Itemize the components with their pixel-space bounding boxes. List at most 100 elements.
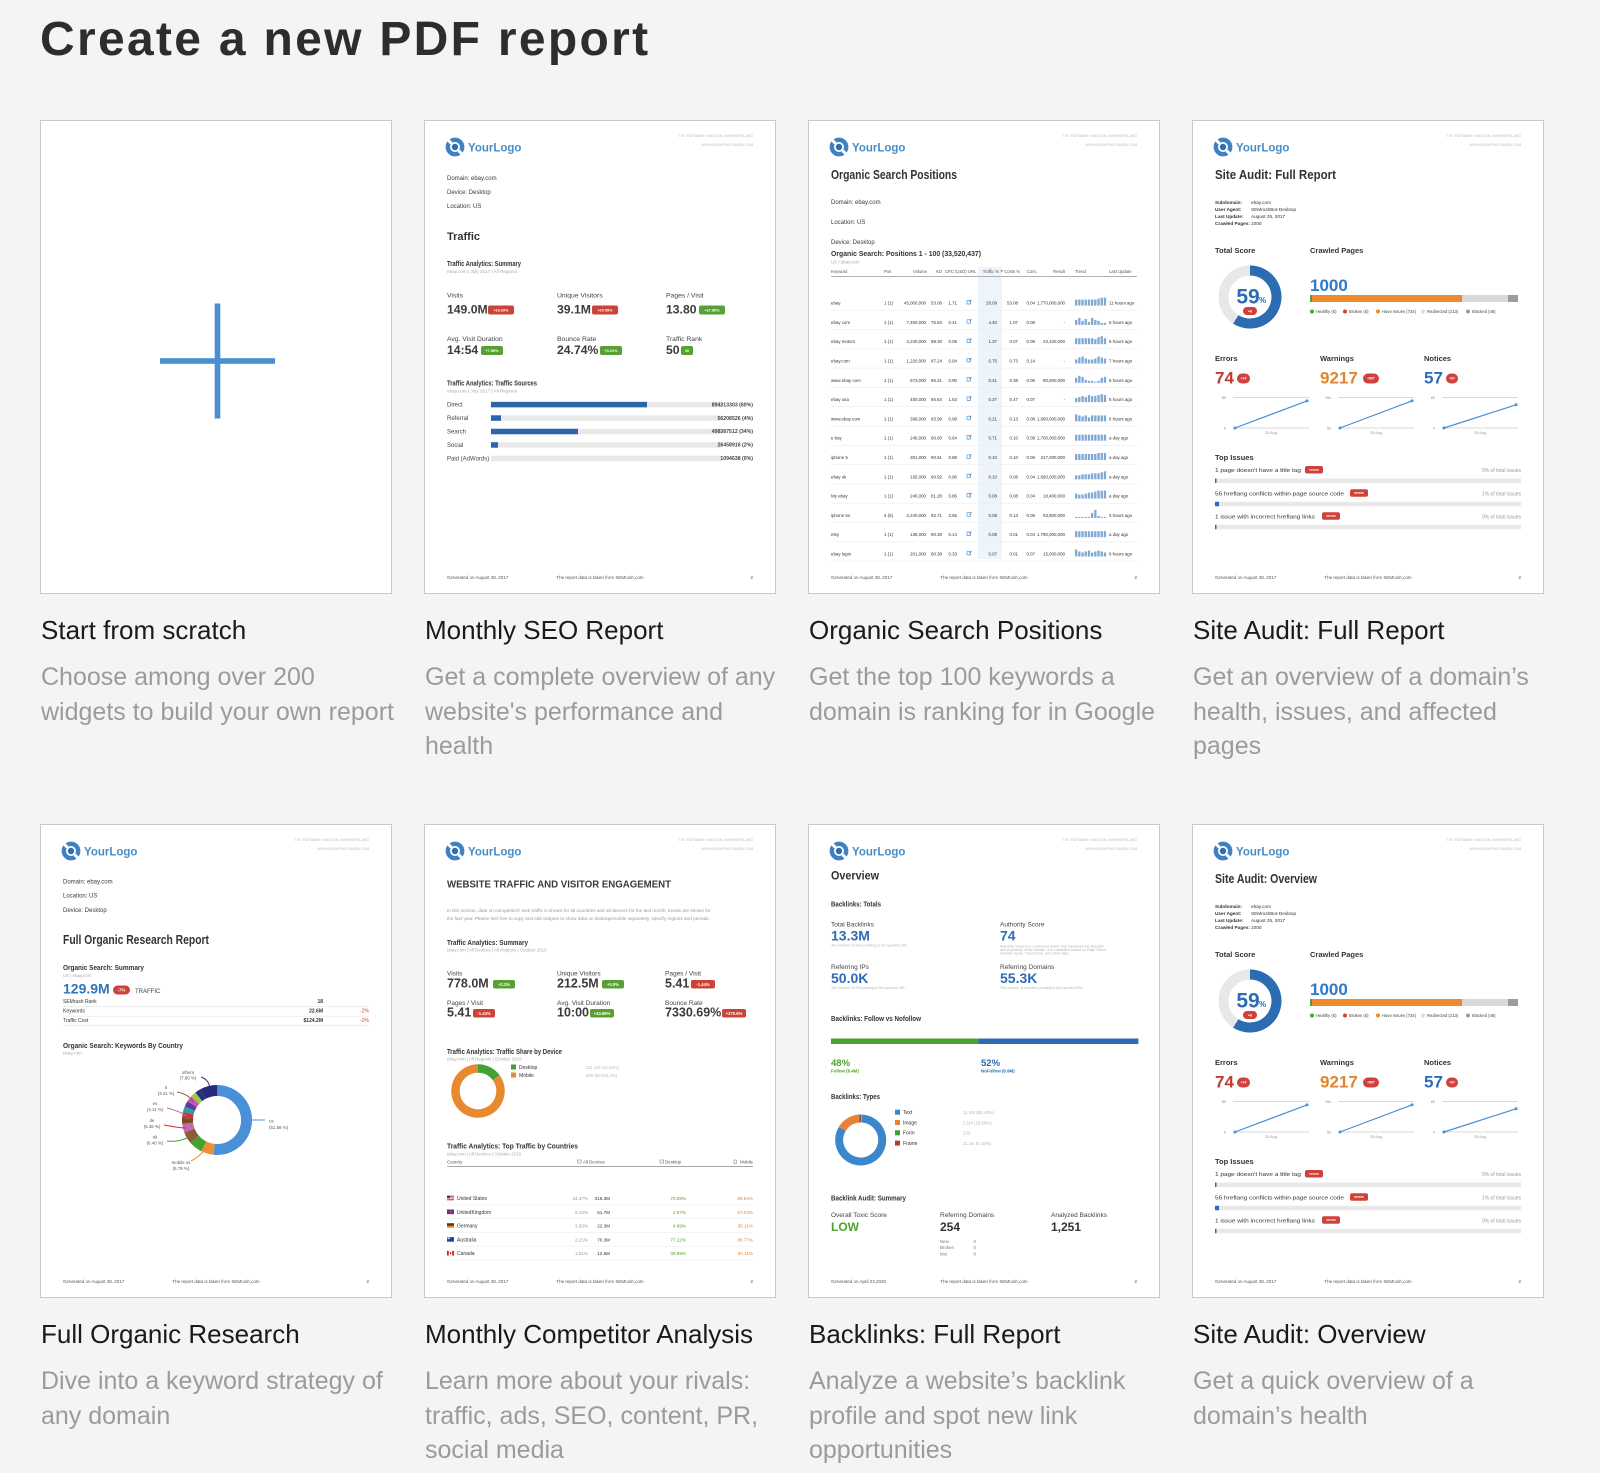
svg-text:+20.58%: +20.58%: [597, 308, 613, 312]
svg-text:errors: errors: [1326, 1218, 1335, 1222]
svg-text:0: 0: [974, 1251, 977, 1256]
svg-text:254: 254: [940, 1220, 960, 1234]
svg-text:Traffic Analytics: Traffic Sou: Traffic Analytics: Traffic Sources: [447, 381, 537, 388]
svg-text:Traffic Analytics: Traffic Sha: Traffic Analytics: Traffic Share by Devi…: [447, 1047, 562, 1056]
svg-text:Frame: Frame: [903, 1141, 918, 1147]
svg-text:0.01: 0.01: [1009, 552, 1018, 557]
svg-text:0% of total issues: 0% of total issues: [1482, 468, 1522, 474]
svg-text:0.07: 0.07: [1026, 397, 1035, 402]
svg-text:50: 50: [666, 343, 680, 357]
svg-text:2.97%: 2.97%: [673, 1210, 686, 1215]
svg-text:Traffic %: Traffic %: [983, 269, 1000, 274]
svg-text:New: New: [940, 1239, 950, 1244]
svg-text:13.80: 13.80: [666, 303, 697, 317]
svg-text:Australia: Australia: [457, 1237, 477, 1243]
svg-text:0.04: 0.04: [1026, 474, 1035, 479]
svg-text:0.14: 0.14: [1026, 359, 1035, 364]
svg-text:51.7M: 51.7M: [597, 1210, 610, 1215]
svg-text:WWW.EXAMPLEDOMAIN.COM: WWW.EXAMPLEDOMAIN.COM: [1469, 143, 1521, 147]
svg-text:Generated on August 28, 2017: Generated on August 28, 2017: [831, 575, 893, 580]
svg-text:0.41: 0.41: [948, 320, 957, 325]
svg-text:Healthy (6): Healthy (6): [1316, 309, 1337, 314]
svg-text:errors: errors: [1326, 514, 1335, 518]
svg-text:Text: Text: [903, 1110, 913, 1116]
svg-text:1 (1): 1 (1): [884, 378, 894, 383]
svg-text:0.10: 0.10: [1009, 436, 1018, 441]
svg-text:14:54: 14:54: [447, 343, 478, 357]
svg-text:25 Aug: 25 Aug: [1474, 1135, 1486, 1139]
svg-text:United States: United States: [457, 1196, 488, 1202]
svg-text:URL: URL: [968, 269, 977, 274]
svg-text:0.71: 0.71: [988, 436, 997, 441]
svg-text:0.13: 0.13: [1009, 416, 1018, 421]
svg-text:The number of links pointing t: The number of links pointing to the quer…: [831, 944, 908, 948]
svg-text:a day ago: a day ago: [1109, 474, 1129, 479]
svg-text:0.04: 0.04: [1026, 532, 1035, 537]
svg-text:+27.80%: +27.80%: [704, 308, 720, 312]
svg-text:+857: +857: [1367, 377, 1375, 381]
svg-text:18: 18: [317, 999, 323, 1005]
svg-text:80: 80: [1222, 1100, 1226, 1104]
svg-text:errors: errors: [1354, 1195, 1363, 1199]
svg-text:Subdomain:: Subdomain:: [1215, 200, 1243, 205]
svg-text:Have Issues (734): Have Issues (734): [1382, 1013, 1417, 1018]
svg-text:Total Score: Total Score: [1215, 950, 1255, 959]
svg-text:25 Aug: 25 Aug: [1265, 431, 1277, 435]
svg-text:0k: 0k: [1327, 1131, 1331, 1135]
svg-text:WWW.EXAMPLEDOMAIN.COM: WWW.EXAMPLEDOMAIN.COM: [1085, 847, 1137, 851]
svg-text:Location: US: Location: US: [831, 220, 865, 226]
svg-text:Warnings: Warnings: [1320, 354, 1354, 363]
svg-text:149.0M: 149.0M: [447, 303, 488, 317]
svg-text:90.92: 90.92: [931, 474, 943, 479]
svg-text:Mobile: Mobile: [519, 1073, 534, 1079]
svg-text:Generated on August 28, 2017: Generated on August 28, 2017: [1215, 1279, 1277, 1284]
svg-text:$124.2M: $124.2M: [304, 1018, 323, 1024]
svg-text:Search: Search: [447, 430, 466, 436]
svg-text:74: 74: [1215, 369, 1234, 388]
svg-text:Domain: ebay.com: Domain: ebay.com: [63, 879, 113, 885]
svg-text:0% of total issues: 0% of total issues: [1482, 1218, 1522, 1224]
svg-text:The report data is taken from: The report data is taken from SEMrush.co…: [172, 1279, 260, 1284]
svg-text:66.64: 66.64: [931, 397, 943, 402]
svg-text:11 hours ago: 11 hours ago: [1109, 301, 1135, 306]
svg-text:(5.36 %): (5.36 %): [144, 1124, 161, 1129]
svg-text:Organic Search: Keywords By Co: Organic Search: Keywords By Country: [63, 1041, 184, 1050]
svg-text:2: 2: [750, 1279, 753, 1284]
svg-text:www.ebay.com: www.ebay.com: [831, 416, 861, 421]
svg-text:0.08: 0.08: [988, 532, 997, 537]
svg-text:59: 59: [1236, 990, 1259, 1013]
svg-text:Volume: Volume: [913, 269, 928, 274]
svg-text:Traffic Rank: Traffic Rank: [666, 336, 703, 343]
svg-text:111.1M (12.24%): 111.1M (12.24%): [586, 1065, 620, 1070]
svg-text:4 (5): 4 (5): [884, 513, 894, 518]
svg-text:90.61: 90.61: [931, 455, 943, 460]
svg-text:ebay.com | July 2017 | All Reg: ebay.com | July 2017 | All Regions: [447, 388, 518, 393]
svg-text:0.01: 0.01: [1009, 532, 1018, 537]
svg-text:Overview: Overview: [831, 869, 880, 883]
svg-text:Visits: Visits: [447, 293, 464, 300]
svg-text:10:00: 10:00: [557, 1006, 589, 1020]
svg-text:(7.80 %): (7.80 %): [180, 1076, 197, 1081]
svg-text:errors: errors: [1309, 468, 1318, 472]
svg-text:0.14: 0.14: [948, 532, 957, 537]
svg-text:1 issue with incorrect hreflan: 1 issue with incorrect hreflang links: [1215, 1218, 1315, 1224]
svg-text:Notices: Notices: [1424, 354, 1451, 363]
svg-text:Backlinks: Follow vs Nofollow: Backlinks: Follow vs Nofollow: [831, 1016, 921, 1023]
svg-text:53.08: 53.08: [1007, 301, 1019, 306]
svg-text:Subdomain:: Subdomain:: [1215, 904, 1243, 909]
svg-text:Visits: Visits: [447, 971, 463, 978]
svg-text:Traffic: Traffic: [447, 231, 480, 243]
svg-text:a day ago: a day ago: [1109, 532, 1129, 537]
svg-text:Healthy (6): Healthy (6): [1316, 1013, 1337, 1018]
svg-text:Location: US: Location: US: [63, 894, 97, 900]
svg-text:6 hours ago: 6 hours ago: [1109, 378, 1133, 383]
svg-text:User Agent:: User Agent:: [1215, 911, 1242, 916]
svg-text:Social: Social: [447, 443, 463, 449]
svg-text:1% of total issues: 1% of total issues: [1482, 491, 1522, 497]
svg-text:Generated on August 28, 2017: Generated on August 28, 2017: [63, 1279, 125, 1284]
svg-text:1,690,000,000: 1,690,000,000: [1037, 416, 1066, 421]
svg-text:es: es: [153, 1101, 158, 1106]
svg-text:Mobile: Mobile: [740, 1160, 753, 1165]
svg-text:Authority Score is a compound: Authority Score is a compound metric tha…: [1000, 944, 1103, 948]
svg-text:Crawled Pages: Crawled Pages: [1310, 246, 1363, 255]
